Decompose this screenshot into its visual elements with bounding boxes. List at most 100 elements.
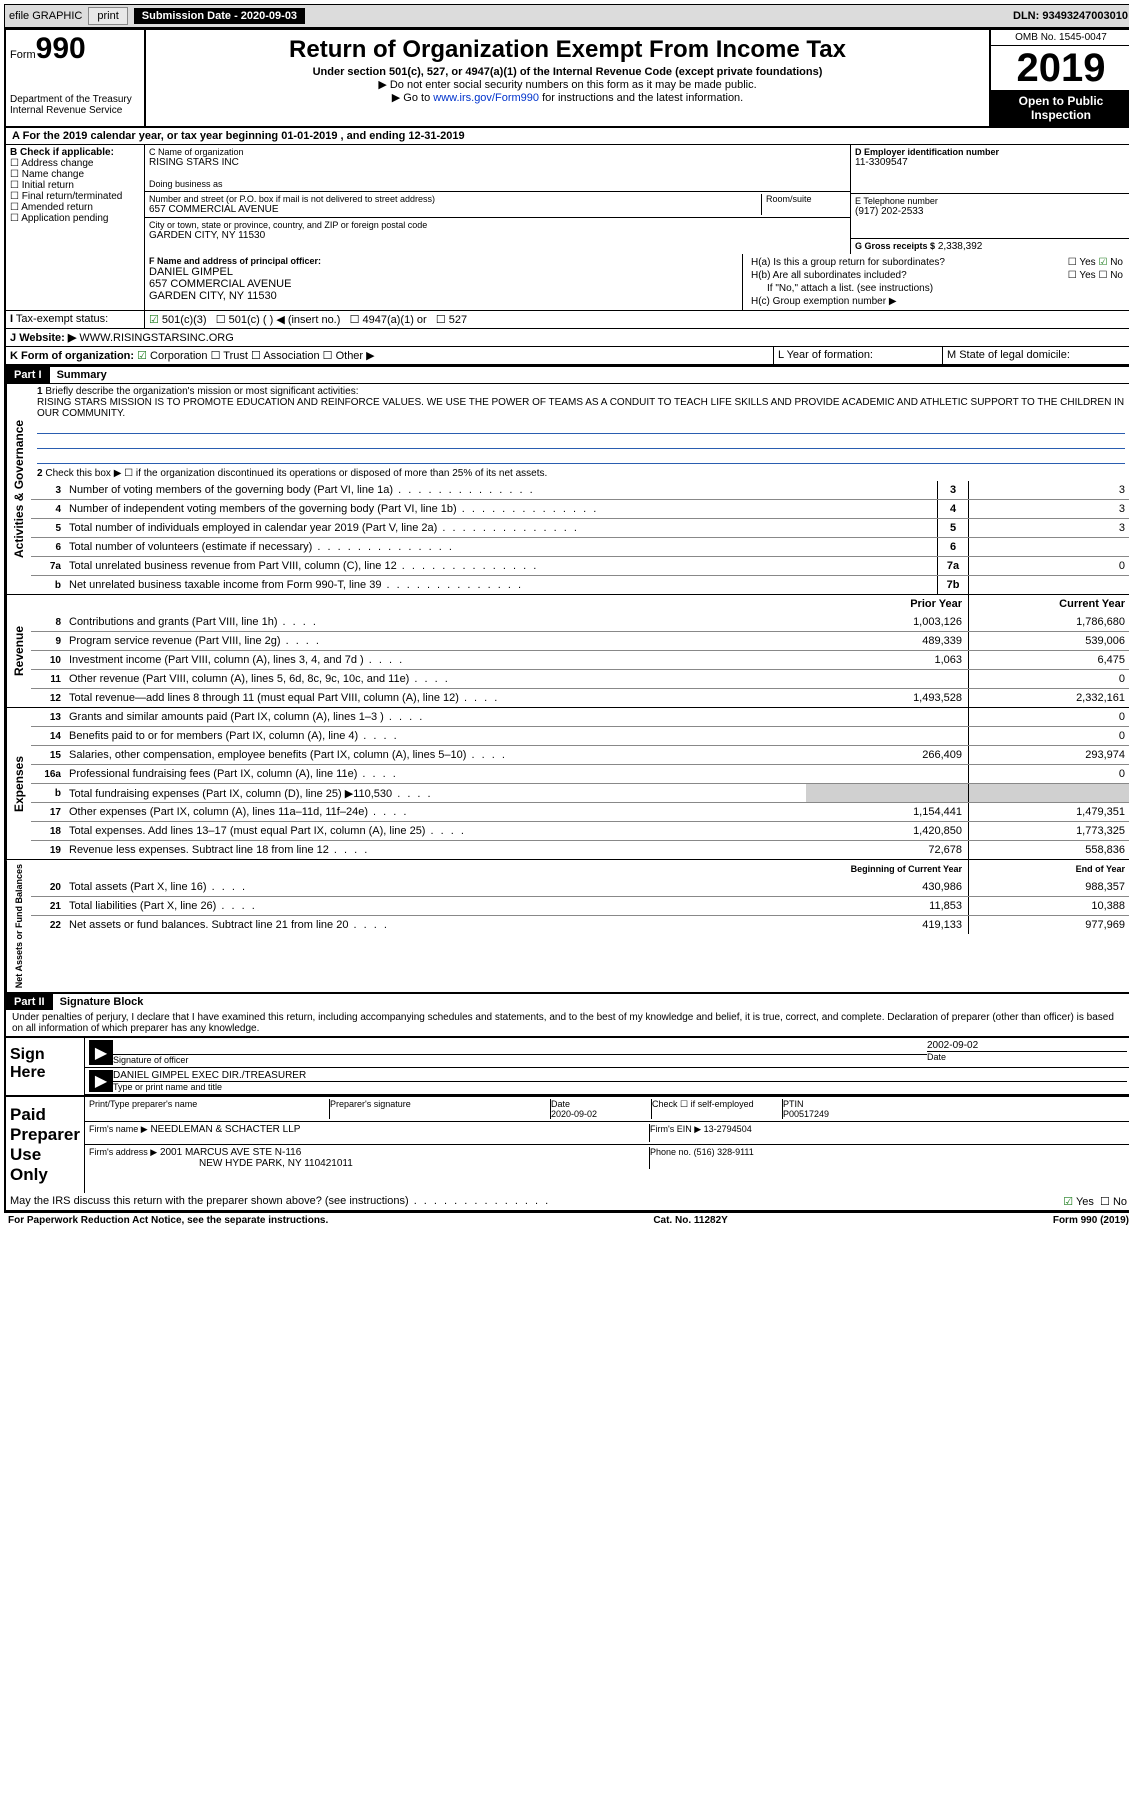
firm-name-row: Firm's name ▶ NEEDLEMAN & SCHACTER LLP F… xyxy=(85,1122,1129,1145)
irs-link[interactable]: www.irs.gov/Form990 xyxy=(433,92,539,104)
section-b: B Check if applicable: Address change Na… xyxy=(6,145,145,254)
section-l: L Year of formation: xyxy=(773,347,942,364)
header-mid: Return of Organization Exempt From Incom… xyxy=(146,30,989,126)
ln-val: 0 xyxy=(969,557,1129,575)
section-f: F Name and address of principal officer:… xyxy=(145,254,742,310)
k-trust[interactable]: Trust xyxy=(211,350,248,362)
ln-prior xyxy=(806,708,968,726)
ha-no[interactable]: No xyxy=(1098,257,1123,268)
website-val: WWW.RISINGSTARSINC.ORG xyxy=(79,332,233,344)
chk-initial[interactable]: Initial return xyxy=(10,180,140,191)
line-9: 9 Program service revenue (Part VIII, li… xyxy=(31,631,1129,650)
firm-addr-lbl: Firm's address ▶ xyxy=(89,1147,157,1157)
section-m: M State of legal domicile: xyxy=(942,347,1129,364)
k-other[interactable]: Other ▶ xyxy=(323,350,375,362)
opt-527[interactable]: 527 xyxy=(436,314,467,326)
ln-curr: 0 xyxy=(968,708,1129,726)
ptin-cell: PTIN P00517249 xyxy=(783,1099,1127,1119)
self-emp[interactable]: Check ☐ if self-employed xyxy=(652,1099,783,1119)
ln-curr: 2,332,161 xyxy=(968,689,1129,707)
discuss-yn: Yes No xyxy=(1059,1193,1129,1210)
part1-header: Part I Summary xyxy=(6,365,1129,383)
expenses-lines: 13 Grants and similar amounts paid (Part… xyxy=(31,708,1129,859)
firm-name-lbl: Firm's name ▶ xyxy=(89,1124,148,1134)
ln-text: Net unrelated business taxable income fr… xyxy=(65,578,937,592)
ln-text: Benefits paid to or for members (Part IX… xyxy=(65,729,806,743)
chk-final[interactable]: Final return/terminated xyxy=(10,191,140,202)
discuss-no[interactable]: No xyxy=(1100,1196,1127,1208)
sig-line[interactable] xyxy=(113,1040,927,1055)
taxexempt-row: I Tax-exempt status: 501(c)(3) 501(c) ( … xyxy=(6,311,1129,329)
ln-text: Total unrelated business revenue from Pa… xyxy=(65,559,937,573)
line-14: 14 Benefits paid to or for members (Part… xyxy=(31,726,1129,745)
ln-box: 3 xyxy=(937,481,969,499)
street-lbl: Number and street (or P.O. box if mail i… xyxy=(149,194,761,204)
ln-prior: 72,678 xyxy=(806,841,968,859)
line-22: 22 Net assets or fund balances. Subtract… xyxy=(31,915,1129,934)
opt-501c[interactable]: 501(c) ( ) ◀ (insert no.) xyxy=(216,314,341,326)
k-corp[interactable]: Corporation xyxy=(137,350,207,362)
klm-row: K Form of organization: Corporation Trus… xyxy=(6,347,1129,365)
netassets-block: Net Assets or Fund Balances Beginning of… xyxy=(6,859,1129,992)
ha-yes[interactable]: Yes xyxy=(1068,257,1096,268)
note-goto: ▶ Go to www.irs.gov/Form990 for instruct… xyxy=(150,91,985,104)
discuss-yes[interactable]: Yes xyxy=(1063,1196,1094,1208)
opt-4947[interactable]: 4947(a)(1) or xyxy=(350,314,427,326)
arrow-icon: ▶ xyxy=(89,1040,113,1065)
ln-text: Salaries, other compensation, employee b… xyxy=(65,748,806,762)
hb-note: If "No," attach a list. (see instruction… xyxy=(747,282,1127,295)
chk-amended[interactable]: Amended return xyxy=(10,202,140,213)
chk-pending[interactable]: Application pending xyxy=(10,213,140,224)
section-e: E Telephone number (917) 202-2533 xyxy=(851,194,1129,239)
sign-here-label: Sign Here xyxy=(6,1038,85,1095)
prep-date: 2020-09-02 xyxy=(551,1109,597,1119)
ln-val: 3 xyxy=(969,519,1129,537)
opt-501c3[interactable]: 501(c)(3) xyxy=(149,314,207,326)
print-button[interactable]: print xyxy=(88,7,127,25)
section-k: K Form of organization: Corporation Trus… xyxy=(6,347,773,364)
ln-text: Other expenses (Part IX, column (A), lin… xyxy=(65,805,806,819)
i-label: I Tax-exempt status: xyxy=(6,311,145,328)
line2: 2 Check this box ▶ ☐ if the organization… xyxy=(31,466,1129,481)
chk-name[interactable]: Name change xyxy=(10,169,140,180)
ln-num: 16a xyxy=(31,769,65,780)
ln-num: 6 xyxy=(31,542,65,553)
tel-val: (917) 202-2533 xyxy=(855,206,1127,217)
ln-prior: 1,003,126 xyxy=(806,613,968,631)
col-prior: Prior Year xyxy=(806,595,968,613)
line-4: 4 Number of independent voting members o… xyxy=(31,499,1129,518)
chk-address[interactable]: Address change xyxy=(10,158,140,169)
officer-name: DANIEL GIMPEL xyxy=(149,266,738,278)
tel-lbl: E Telephone number xyxy=(855,196,1127,206)
sig-date-cell: 2002-09-02 Date xyxy=(927,1040,1127,1065)
ln-num: 18 xyxy=(31,826,65,837)
part1-badge: Part I xyxy=(6,367,50,383)
line-b: b Net unrelated business taxable income … xyxy=(31,575,1129,594)
ln-num: 7a xyxy=(31,561,65,572)
phone-val: (516) 328-9111 xyxy=(694,1147,754,1157)
line-7a: 7a Total unrelated business revenue from… xyxy=(31,556,1129,575)
ln-text: Total fundraising expenses (Part IX, col… xyxy=(65,786,806,801)
sig-officer-row: ▶ Signature of officer 2002-09-02 Date xyxy=(85,1038,1129,1068)
org-name: RISING STARS INC xyxy=(149,157,846,168)
ln-curr: 0 xyxy=(968,727,1129,745)
revenue-block: Revenue Prior Year Current Year 8 Contri… xyxy=(6,594,1129,707)
k-assoc[interactable]: Association xyxy=(251,350,320,362)
ln-curr: 0 xyxy=(968,670,1129,688)
ln-curr: 1,479,351 xyxy=(968,803,1129,821)
ln-curr: 988,357 xyxy=(968,878,1129,896)
hb-yes[interactable]: Yes xyxy=(1068,270,1096,281)
ln-box: 4 xyxy=(937,500,969,518)
hb-text: H(b) Are all subordinates included? xyxy=(751,270,1068,281)
goto-post: for instructions and the latest informat… xyxy=(539,92,743,104)
sig-date: 2002-09-02 xyxy=(927,1040,1127,1052)
ln-text: Number of voting members of the governin… xyxy=(65,483,937,497)
ln-text: Total revenue—add lines 8 through 11 (mu… xyxy=(65,691,806,705)
side-expenses: Expenses xyxy=(6,708,31,859)
prep-date-lbl: Date xyxy=(551,1099,570,1109)
line-6: 6 Total number of volunteers (estimate i… xyxy=(31,537,1129,556)
ln-text: Contributions and grants (Part VIII, lin… xyxy=(65,615,806,629)
line-12: 12 Total revenue—add lines 8 through 11 … xyxy=(31,688,1129,707)
tax-lbl: Tax-exempt status: xyxy=(16,313,108,325)
hb-no[interactable]: No xyxy=(1098,270,1123,281)
